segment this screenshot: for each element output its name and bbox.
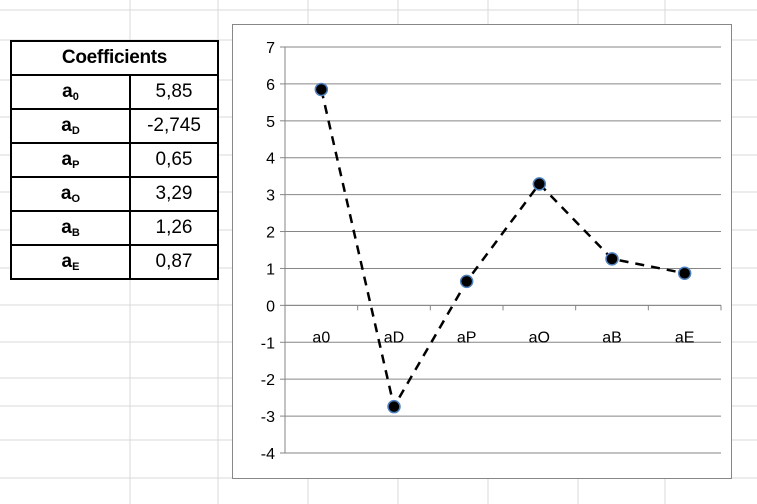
y-tick-label: -4 — [261, 446, 275, 463]
data-point — [677, 266, 692, 281]
coefficient-value: 3,29 — [129, 176, 219, 212]
y-tick-label: 7 — [266, 40, 275, 57]
coefficient-name: aP — [10, 142, 131, 178]
table-row: aE 0,87 — [10, 244, 219, 280]
coefficients-table: Coefficients a0 5,85 aD -2,745 aP 0,65 a… — [10, 40, 219, 280]
coefficient-value: 0,87 — [129, 244, 219, 280]
x-tick-label: aB — [602, 329, 622, 346]
coefficient-name: aO — [10, 176, 131, 212]
coefficient-name: a0 — [10, 74, 131, 110]
coefficient-value: 5,85 — [129, 74, 219, 110]
y-tick-label: 2 — [266, 225, 275, 242]
series-line — [320, 89, 685, 411]
y-tick-label: 6 — [266, 77, 275, 94]
data-point — [387, 399, 401, 414]
y-tick-label: -2 — [261, 372, 275, 389]
y-tick-label: -3 — [261, 409, 275, 426]
y-tick-label: 5 — [266, 114, 275, 131]
table-row: a0 5,85 — [10, 74, 219, 110]
data-point — [605, 252, 619, 266]
table-row: aD -2,745 — [10, 108, 219, 144]
table-row: aO 3,29 — [10, 176, 219, 212]
table-header-row: Coefficients — [10, 40, 219, 76]
y-tick-label: 1 — [266, 261, 275, 278]
chart-area[interactable]: -4 -3 -2 -1 0 1 2 3 4 5 6 7 a0 aD aP aO aB aE — [232, 24, 732, 479]
data-point — [532, 177, 547, 191]
x-tick-label: a0 — [312, 329, 330, 346]
coefficient-name: aB — [10, 210, 131, 246]
x-tick-label: aP — [457, 329, 477, 346]
table-header: Coefficients — [10, 40, 219, 76]
coefficient-value: 0,65 — [129, 142, 219, 178]
x-tick-label: aD — [384, 329, 404, 346]
y-tick-label: -1 — [261, 335, 275, 352]
coefficient-name: aE — [10, 244, 131, 280]
data-point — [314, 82, 329, 97]
coefficient-name: aD — [10, 108, 131, 144]
coefficient-value: -2,745 — [129, 108, 219, 144]
table-row: aB 1,26 — [10, 210, 219, 246]
y-tick-label: 0 — [266, 298, 275, 315]
data-point — [459, 274, 474, 289]
line-chart: -4 -3 -2 -1 0 1 2 3 4 5 6 7 a0 aD aP aO aB aE — [261, 40, 722, 463]
y-tick-label: 3 — [266, 188, 275, 205]
y-tick-label: 4 — [266, 151, 275, 168]
x-tick-label: aO — [529, 329, 550, 346]
coefficient-value: 1,26 — [129, 210, 219, 246]
table-row: aP 0,65 — [10, 142, 219, 178]
x-tick-label: aE — [675, 329, 695, 346]
